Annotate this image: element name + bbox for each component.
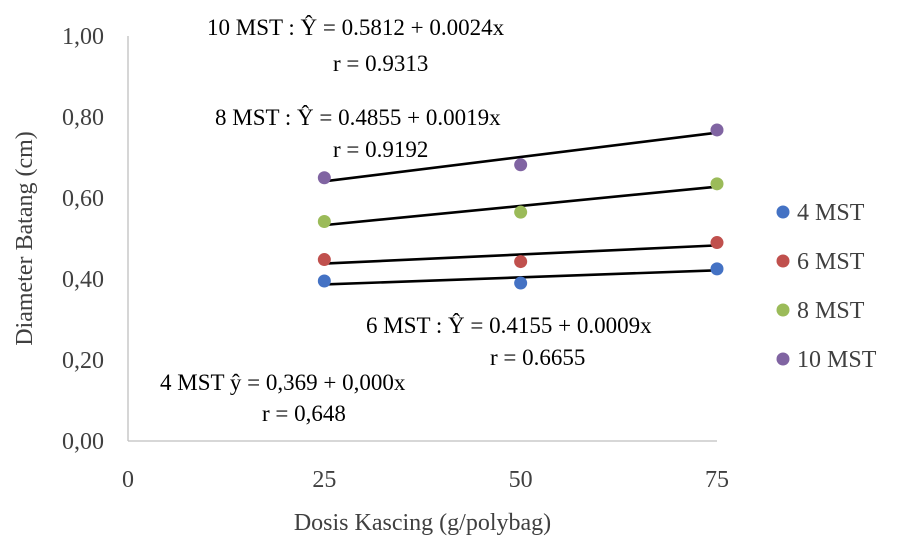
data-point-10-mst — [710, 123, 724, 137]
equation-10-mst: 10 MST : Ŷ = 0.5812 + 0.0024x — [207, 15, 505, 40]
data-points — [317, 123, 724, 290]
legend-label: 10 MST — [797, 347, 877, 373]
legend-label: 8 MST — [797, 298, 865, 324]
x-tick-label: 75 — [705, 467, 729, 493]
x-tick-label: 25 — [312, 467, 336, 493]
data-point-10-mst — [317, 171, 331, 185]
r-value-6-mst: r = 0.6655 — [490, 345, 585, 370]
equation-6-mst: 6 MST : Ŷ = 0.4155 + 0.0009x — [366, 313, 652, 338]
r-value-8-mst: r = 0.9192 — [333, 137, 428, 162]
x-tick-label: 0 — [122, 467, 134, 493]
data-point-4-mst — [710, 262, 724, 276]
legend-item-10-mst: 10 MST — [776, 347, 877, 373]
data-point-6-mst — [317, 253, 331, 267]
legend-marker — [776, 303, 790, 317]
x-tick-labels: 0 25 50 75 — [122, 467, 729, 493]
legend-item-6-mst: 6 MST — [776, 249, 865, 275]
r-value-10-mst: r = 0.9313 — [333, 51, 428, 76]
legend-label: 4 MST — [797, 200, 865, 226]
data-point-4-mst — [514, 276, 528, 290]
y-tick-label: 0,60 — [62, 186, 104, 212]
r-value-4-mst: r = 0,648 — [262, 401, 346, 426]
x-tick-label: 50 — [509, 467, 533, 493]
legend-marker — [776, 205, 790, 219]
y-tick-label: 1,00 — [62, 24, 104, 50]
legend: 4 MST 6 MST 8 MST 10 MST — [776, 200, 877, 373]
y-axis-title: Diameter Batang (cm) — [12, 131, 38, 346]
legend-marker — [776, 254, 790, 268]
axes — [127, 36, 717, 442]
data-point-8-mst — [317, 214, 331, 228]
data-point-6-mst — [710, 236, 724, 250]
x-axis-title: Dosis Kascing (g/polybag) — [294, 510, 551, 536]
data-point-4-mst — [317, 274, 331, 288]
y-tick-label: 0,40 — [62, 267, 104, 293]
legend-item-8-mst: 8 MST — [776, 298, 865, 324]
data-point-10-mst — [514, 158, 528, 172]
trendline-10-mst — [324, 131, 718, 183]
y-tick-labels: 0,00 0,20 0,40 0,60 0,80 1,00 — [62, 24, 104, 455]
data-point-6-mst — [514, 255, 528, 269]
y-tick-label: 0,80 — [62, 105, 104, 131]
equation-8-mst: 8 MST : Ŷ = 0.4855 + 0.0019x — [215, 105, 501, 130]
legend-label: 6 MST — [797, 249, 865, 275]
data-point-8-mst — [710, 177, 724, 191]
y-tick-label: 0,20 — [62, 348, 104, 374]
trendline-6-mst — [324, 244, 718, 265]
y-tick-label: 0,00 — [62, 429, 104, 455]
legend-marker — [776, 352, 790, 366]
equation-4-mst: 4 MST ŷ = 0,369 + 0,000x — [160, 370, 406, 395]
regression-annotations: 10 MST : Ŷ = 0.5812 + 0.0024x r = 0.9313… — [160, 15, 652, 426]
legend-item-4-mst: 4 MST — [776, 200, 865, 226]
data-point-8-mst — [514, 205, 528, 219]
